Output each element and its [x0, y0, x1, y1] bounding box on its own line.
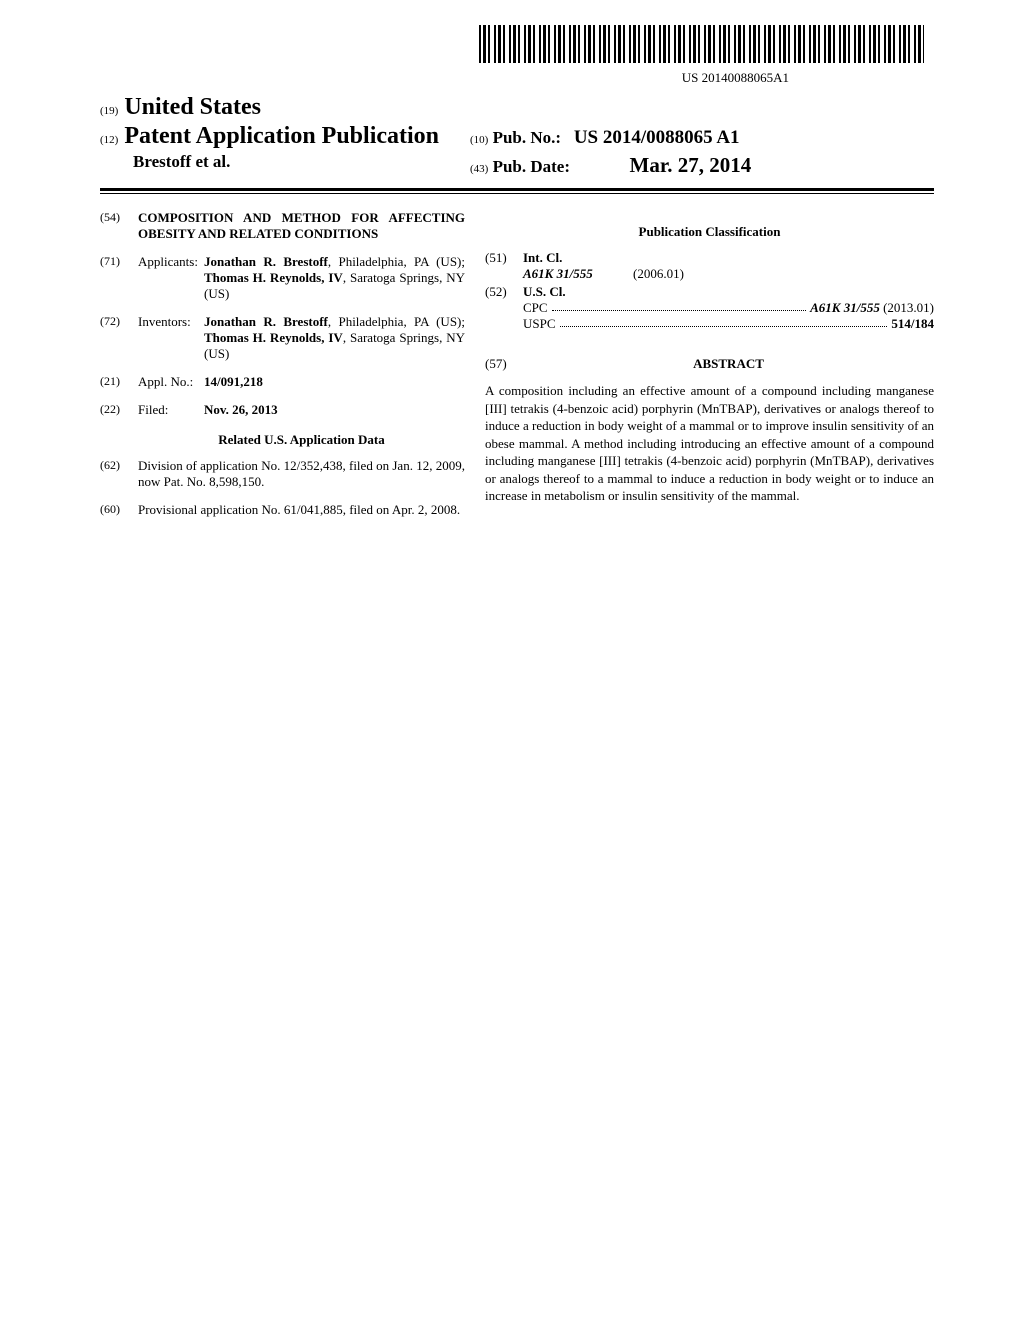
country-line: (19) United States: [100, 94, 465, 121]
divider-thin: [100, 193, 934, 194]
us-cl-row: (52) U.S. Cl.: [485, 284, 934, 300]
left-column: (54) COMPOSITION AND METHOD FOR AFFECTIN…: [100, 210, 480, 530]
title-row: (54) COMPOSITION AND METHOD FOR AFFECTIN…: [100, 210, 465, 242]
applicants-row: (71) Applicants: Jonathan R. Brestoff, P…: [100, 254, 465, 302]
spacer: [485, 300, 523, 316]
cpc-year: (2013.01): [883, 300, 934, 315]
abstract-text: A composition including an effective amo…: [485, 382, 934, 505]
code-60: (60): [100, 502, 138, 518]
patent-page: US 20140088065A1 (19) United States (12)…: [0, 0, 1024, 1320]
int-cl-code-text: A61K 31/555: [523, 266, 593, 281]
divider-thick: [100, 188, 934, 191]
cpc-value-wrap: A61K 31/555 (2013.01): [810, 300, 934, 316]
int-cl-year: (2006.01): [633, 266, 684, 282]
inventors-value: Jonathan R. Brestoff, Philadelphia, PA (…: [204, 314, 465, 362]
cpc-label: CPC: [523, 300, 548, 316]
us-cl-label: U.S. Cl.: [523, 284, 566, 300]
code-54: (54): [100, 210, 138, 242]
provisional-text: Provisional application No. 61/041,885, …: [138, 502, 465, 518]
pub-date-line: (43) Pub. Date: Mar. 27, 2014: [470, 153, 934, 178]
pub-class-heading: Publication Classification: [485, 224, 934, 240]
cpc-value: A61K 31/555: [810, 300, 880, 315]
barcode-image: [479, 25, 924, 63]
inventor-2-name: Thomas H. Reynolds, IV: [204, 330, 343, 345]
code-71: (71): [100, 254, 138, 302]
int-cl-row: (51) Int. Cl.: [485, 250, 934, 266]
country: United States: [124, 94, 261, 120]
publication-title: Patent Application Publication: [124, 123, 439, 149]
code-10: (10): [470, 134, 488, 146]
us-cl-label-text: U.S. Cl.: [523, 284, 566, 299]
code-57: (57): [485, 356, 523, 372]
related-heading: Related U.S. Application Data: [138, 432, 465, 448]
provisional-row: (60) Provisional application No. 61/041,…: [100, 502, 465, 518]
filed-date: Nov. 26, 2013: [204, 402, 278, 417]
pub-date-label: Pub. Date:: [493, 157, 570, 176]
code-72: (72): [100, 314, 138, 362]
filed-value: Nov. 26, 2013: [204, 402, 465, 418]
abstract-heading-row: (57) ABSTRACT: [485, 356, 934, 372]
pub-no-value: US 2014/0088065 A1: [574, 127, 740, 148]
uspc-value-text: 514/184: [891, 316, 934, 331]
abstract-label: ABSTRACT: [523, 356, 934, 372]
dotted-leader: [552, 300, 807, 311]
pub-no-label: Pub. No.:: [493, 128, 561, 147]
applicants-value: Jonathan R. Brestoff, Philadelphia, PA (…: [204, 254, 465, 302]
cpc-row: CPC A61K 31/555 (2013.01): [485, 300, 934, 316]
int-cl-code: A61K 31/555: [523, 266, 633, 282]
code-51: (51): [485, 250, 523, 266]
code-62: (62): [100, 458, 138, 490]
spacer: [485, 266, 523, 282]
int-cl-label: Int. Cl.: [523, 250, 562, 266]
two-column-body: (54) COMPOSITION AND METHOD FOR AFFECTIN…: [100, 210, 934, 530]
authors-line: Brestoff et al.: [133, 152, 465, 172]
code-21: (21): [100, 374, 138, 390]
inventor-1-name: Jonathan R. Brestoff: [204, 314, 328, 329]
barcode-section: US 20140088065A1: [100, 25, 924, 86]
pub-title-line: (12) Patent Application Publication: [100, 123, 465, 150]
code-52: (52): [485, 284, 523, 300]
header-right: (10) Pub. No.: US 2014/0088065 A1 (43) P…: [465, 94, 934, 178]
applicant-2-name: Thomas H. Reynolds, IV: [204, 270, 343, 285]
right-column: Publication Classification (51) Int. Cl.…: [480, 210, 934, 530]
header-left: (19) United States (12) Patent Applicati…: [100, 94, 465, 178]
applicant-1-loc: , Philadelphia, PA (US);: [328, 254, 465, 269]
code-12: (12): [100, 134, 118, 146]
inventors-row: (72) Inventors: Jonathan R. Brestoff, Ph…: [100, 314, 465, 362]
uspc-label: USPC: [523, 316, 556, 332]
barcode-text: US 20140088065A1: [100, 70, 789, 86]
division-text: Division of application No. 12/352,438, …: [138, 458, 465, 490]
division-row: (62) Division of application No. 12/352,…: [100, 458, 465, 490]
spacer: [485, 316, 523, 332]
filed-label: Filed:: [138, 402, 204, 418]
applicant-1-name: Jonathan R. Brestoff: [204, 254, 328, 269]
appl-no-value: 14/091,218: [204, 374, 465, 390]
code-43: (43): [470, 163, 488, 175]
code-19: (19): [100, 105, 118, 117]
appl-no-label: Appl. No.:: [138, 374, 204, 390]
int-cl-label-text: Int. Cl.: [523, 250, 562, 265]
dotted-leader: [560, 316, 888, 327]
header-row: (19) United States (12) Patent Applicati…: [100, 94, 934, 178]
uspc-value: 514/184: [891, 316, 934, 332]
invention-title: COMPOSITION AND METHOD FOR AFFECTING OBE…: [138, 210, 465, 242]
uspc-row: USPC 514/184: [485, 316, 934, 332]
filed-row: (22) Filed: Nov. 26, 2013: [100, 402, 465, 418]
inventors-label: Inventors:: [138, 314, 204, 362]
pub-date-value: Mar. 27, 2014: [630, 153, 752, 177]
applicants-label: Applicants:: [138, 254, 204, 302]
int-cl-value-row: A61K 31/555 (2006.01): [485, 266, 934, 282]
appl-no-row: (21) Appl. No.: 14/091,218: [100, 374, 465, 390]
code-22: (22): [100, 402, 138, 418]
pub-num-line: (10) Pub. No.: US 2014/0088065 A1: [470, 127, 934, 149]
appl-no: 14/091,218: [204, 374, 263, 389]
inventor-1-loc: , Philadelphia, PA (US);: [328, 314, 465, 329]
